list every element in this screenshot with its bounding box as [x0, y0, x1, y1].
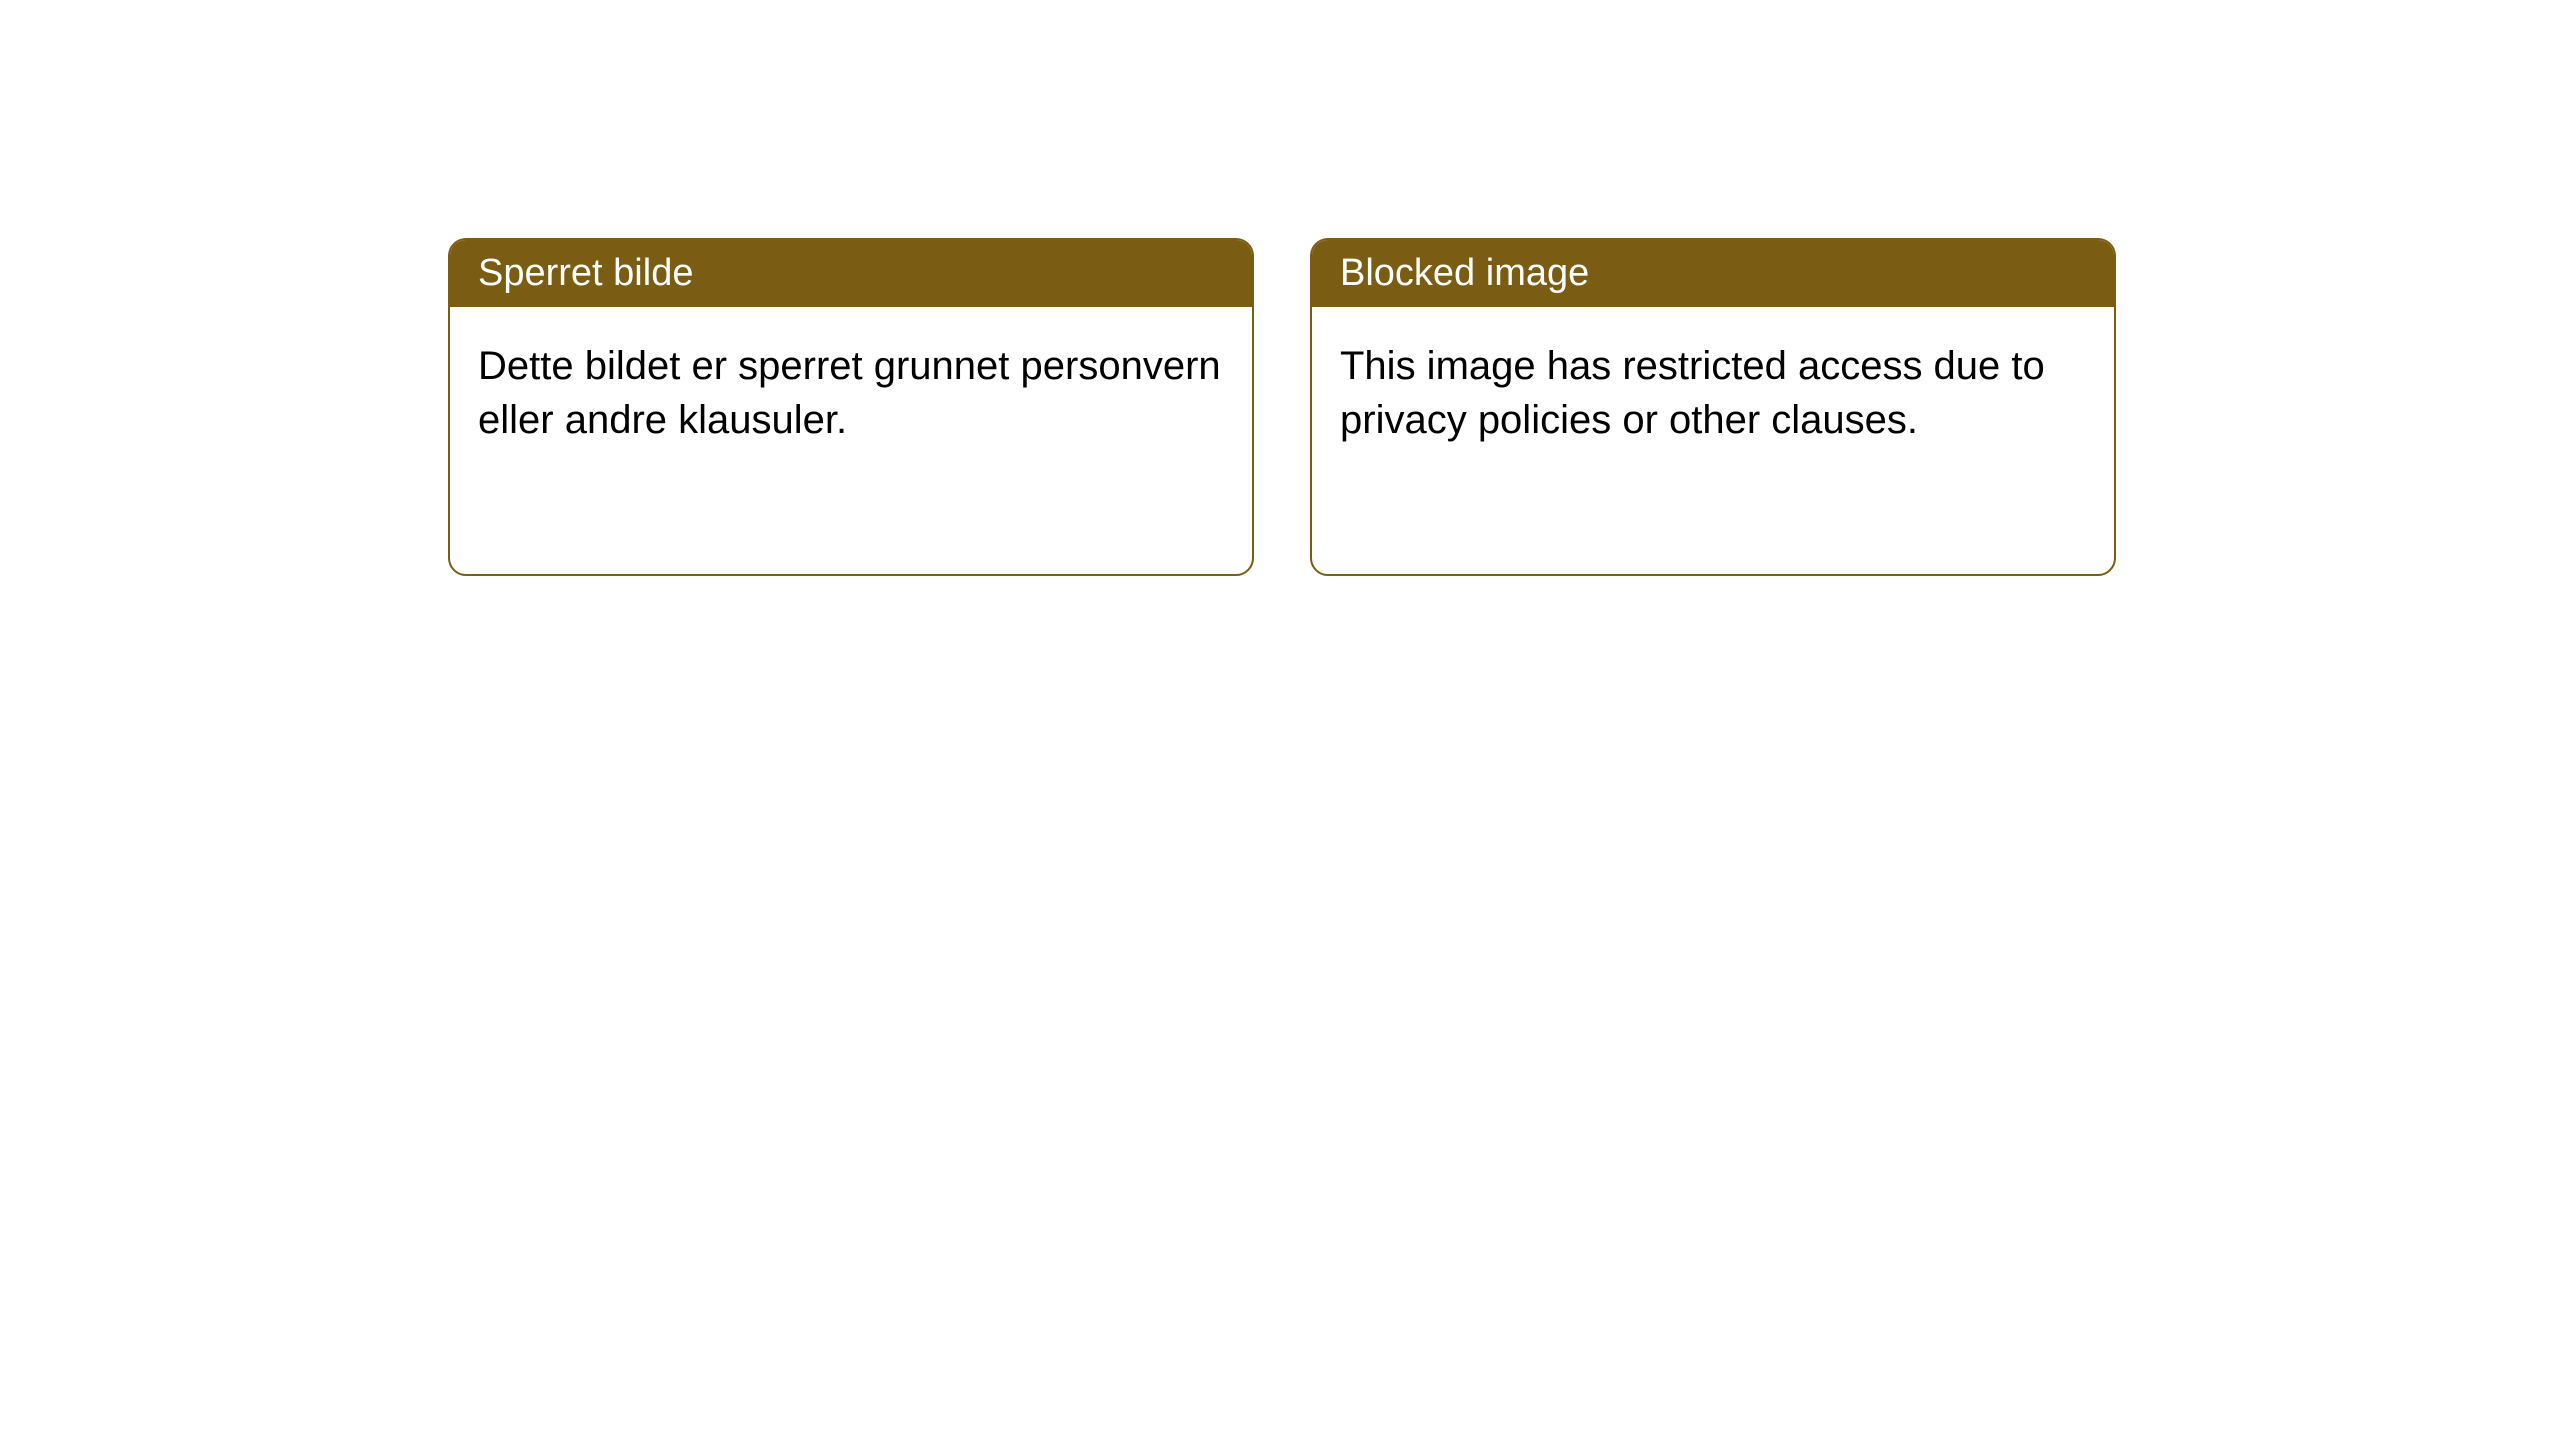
- card-header-text: Sperret bilde: [478, 252, 693, 294]
- blocked-image-card-en: Blocked image This image has restricted …: [1310, 238, 2116, 576]
- blocked-image-card-no: Sperret bilde Dette bildet er sperret gr…: [448, 238, 1254, 576]
- card-body: This image has restricted access due to …: [1312, 307, 2114, 479]
- card-header: Sperret bilde: [450, 240, 1252, 307]
- card-body: Dette bildet er sperret grunnet personve…: [450, 307, 1252, 479]
- card-header: Blocked image: [1312, 240, 2114, 307]
- card-body-text: This image has restricted access due to …: [1340, 344, 2045, 442]
- card-body-text: Dette bildet er sperret grunnet personve…: [478, 344, 1221, 442]
- notice-container: Sperret bilde Dette bildet er sperret gr…: [448, 238, 2116, 576]
- card-header-text: Blocked image: [1340, 252, 1589, 294]
